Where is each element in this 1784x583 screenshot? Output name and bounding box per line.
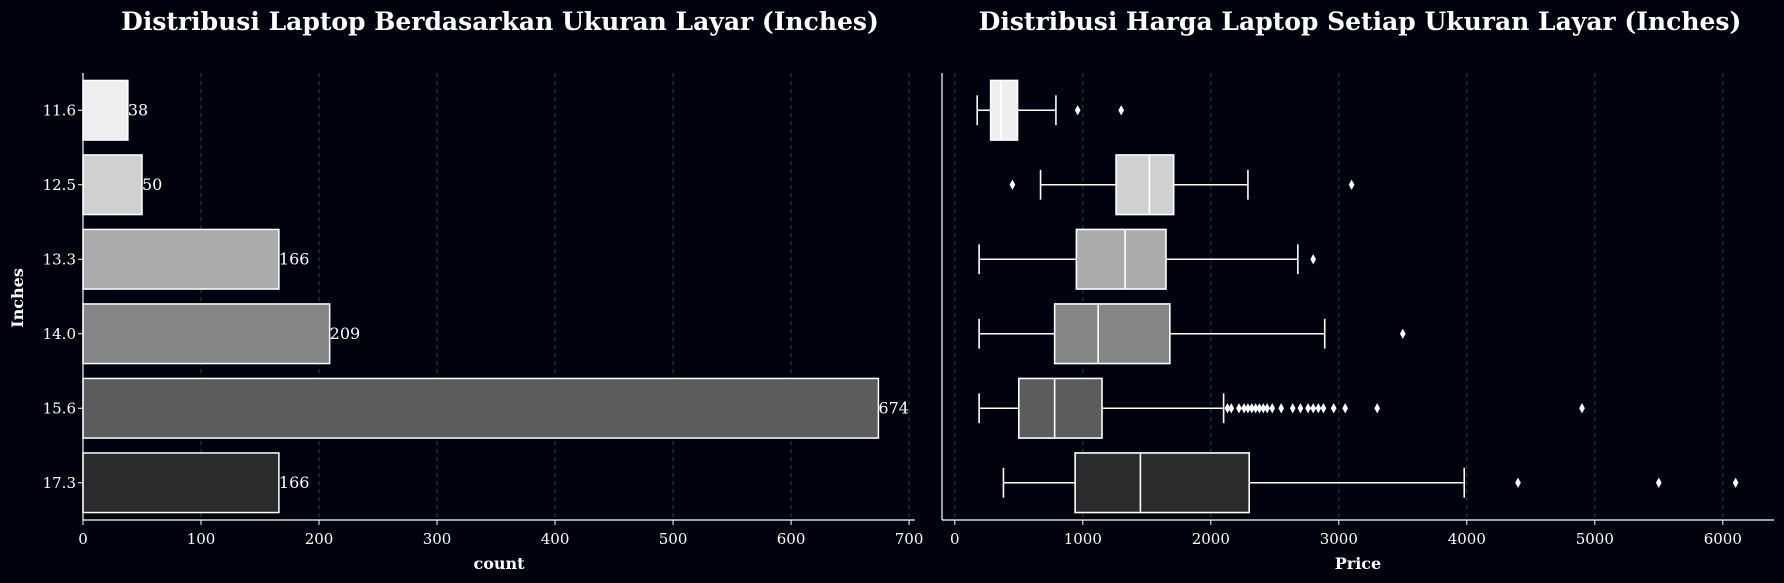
box-outlier bbox=[1315, 403, 1322, 414]
box-iqr bbox=[1074, 452, 1250, 514]
bar-data-label-14.0: 209 bbox=[330, 324, 361, 343]
box-12.5 bbox=[1009, 154, 1355, 216]
box-plot-x-tick-label: 2000 bbox=[1192, 530, 1230, 548]
bar-chart-x-tick-label: 0 bbox=[78, 530, 88, 548]
box-outlier bbox=[1236, 403, 1242, 414]
box-outlier bbox=[1310, 403, 1317, 414]
box-plot-x-tick-label: 5000 bbox=[1576, 530, 1614, 548]
box-plot-x-tick-label: 0 bbox=[950, 530, 960, 548]
bar-chart-x-tick-label: 100 bbox=[187, 530, 216, 548]
bar-13.3 bbox=[82, 228, 280, 290]
bar-chart-bars: 38 50 166 209 674 166 bbox=[82, 79, 909, 514]
box-outlier bbox=[1118, 105, 1125, 116]
box-outlier bbox=[1009, 179, 1016, 190]
bar-chart-screen-size-count: Distribusi Laptop Berdasarkan Ukuran Lay… bbox=[8, 7, 923, 573]
box-iqr bbox=[1053, 303, 1171, 365]
box-outlier bbox=[1320, 403, 1327, 414]
bar-chart-y-axis-label: Inches bbox=[8, 268, 27, 328]
box-14.0 bbox=[978, 303, 1406, 365]
bar-chart-x-axis-label: count bbox=[473, 554, 525, 573]
box-outlier bbox=[1278, 403, 1285, 414]
bar-chart-x-tick-label: 300 bbox=[423, 530, 452, 548]
box-plot-x-tick-label: 6000 bbox=[1704, 530, 1742, 548]
box-iqr bbox=[1017, 377, 1103, 439]
box-outlier bbox=[1256, 403, 1263, 414]
box-plot-price-by-screen-size: Distribusi Harga Laptop Setiap Ukuran La… bbox=[941, 7, 1774, 573]
box-outlier bbox=[1264, 403, 1270, 414]
box-iqr bbox=[989, 79, 1019, 141]
box-outlier bbox=[1289, 403, 1296, 414]
box-outlier bbox=[1241, 403, 1247, 414]
bar-chart-x-tick-label: 200 bbox=[305, 530, 334, 548]
box-outlier bbox=[1260, 403, 1267, 414]
bar-data-label-17.3: 166 bbox=[279, 473, 310, 492]
bar-chart-y-tick-label: 15.6 bbox=[43, 399, 76, 417]
box-plot-x-tick-label: 3000 bbox=[1320, 530, 1358, 548]
bar-chart-y-tick-label: 14.0 bbox=[43, 325, 76, 343]
bar-15.6 bbox=[82, 377, 880, 439]
box-outlier bbox=[1330, 403, 1337, 414]
box-15.6 bbox=[978, 377, 1585, 439]
box-outlier bbox=[1579, 403, 1585, 414]
bar-data-label-11.6: 38 bbox=[128, 100, 148, 119]
box-outlier bbox=[1305, 403, 1311, 414]
bar-11.6 bbox=[82, 79, 129, 141]
box-outlier bbox=[1269, 403, 1276, 414]
box-outlier bbox=[1515, 477, 1521, 488]
bar-chart-y-tick-label: 13.3 bbox=[43, 250, 76, 268]
box-iqr bbox=[1115, 154, 1175, 216]
bar-data-label-12.5: 50 bbox=[142, 175, 162, 194]
box-outlier bbox=[1655, 477, 1662, 488]
box-plot-x-tick-label: 1000 bbox=[1064, 530, 1102, 548]
bar-12.5 bbox=[82, 154, 143, 216]
box-outlier bbox=[1248, 403, 1255, 414]
box-outlier bbox=[1224, 403, 1231, 414]
bar-chart-x-tick-label: 600 bbox=[777, 530, 806, 548]
bar-chart-x-tick-label: 500 bbox=[659, 530, 688, 548]
box-17.3 bbox=[1002, 452, 1739, 514]
box-outlier bbox=[1297, 403, 1304, 414]
bar-chart-gridlines bbox=[200, 73, 910, 520]
box-plot-title: Distribusi Harga Laptop Setiap Ukuran La… bbox=[979, 7, 1742, 36]
box-11.6 bbox=[976, 79, 1125, 141]
bar-14.0 bbox=[82, 303, 331, 365]
box-plot-gridlines bbox=[954, 73, 1724, 520]
bar-chart-x-tick-label: 700 bbox=[895, 530, 924, 548]
box-outlier bbox=[1732, 477, 1739, 488]
bar-chart-ticks: 0 100 200 300 400 500 600 700 11.6 12.5 13.3 14.0 15… bbox=[43, 101, 924, 548]
bar-data-label-15.6: 674 bbox=[878, 398, 909, 417]
box-plot-x-axis-label: Price bbox=[1335, 554, 1381, 573]
box-plot-x-tick-label: 4000 bbox=[1448, 530, 1486, 548]
box-13.3 bbox=[978, 228, 1317, 290]
box-outlier bbox=[1342, 403, 1349, 414]
box-plot-boxes bbox=[976, 79, 1739, 514]
box-outlier bbox=[1374, 403, 1381, 414]
bar-chart-y-tick-label: 12.5 bbox=[43, 176, 76, 194]
box-outlier bbox=[1348, 179, 1355, 190]
bar-chart-x-tick-label: 400 bbox=[541, 530, 570, 548]
box-outlier bbox=[1252, 403, 1259, 414]
bar-chart-title: Distribusi Laptop Berdasarkan Ukuran Lay… bbox=[121, 7, 879, 36]
bar-data-label-13.3: 166 bbox=[279, 249, 310, 268]
box-outlier bbox=[1310, 254, 1317, 265]
box-outlier bbox=[1074, 105, 1081, 116]
box-iqr bbox=[1075, 228, 1167, 290]
box-outlier bbox=[1228, 403, 1235, 414]
bar-chart-y-tick-label: 17.3 bbox=[43, 474, 76, 492]
bar-chart-y-tick-label: 11.6 bbox=[43, 101, 76, 119]
box-outlier bbox=[1245, 403, 1251, 414]
box-plot-ticks: 0 1000 2000 3000 4000 5000 6000 bbox=[950, 520, 1742, 548]
bar-17.3 bbox=[82, 452, 280, 514]
box-outlier bbox=[1399, 328, 1406, 339]
